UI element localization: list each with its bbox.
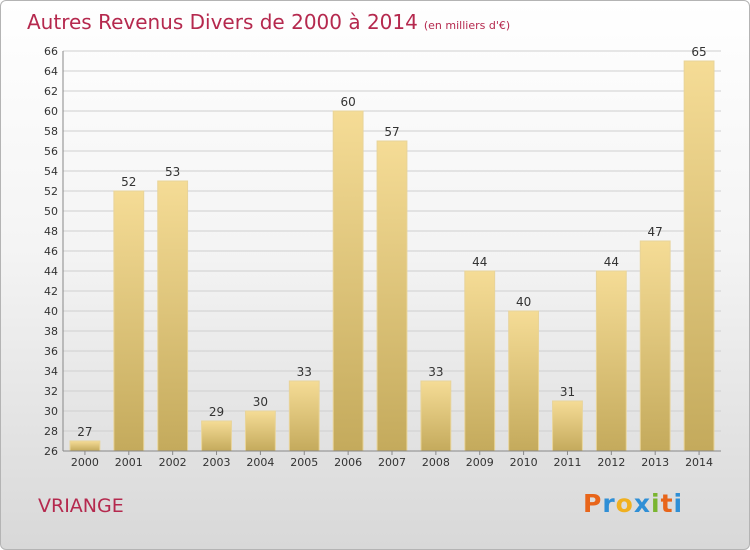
y-tick-label-44: 44 bbox=[44, 265, 58, 278]
value-label-2007: 57 bbox=[384, 125, 399, 139]
value-label-2008: 33 bbox=[428, 365, 443, 379]
x-tick-label-2013: 2013 bbox=[641, 456, 669, 469]
bar-2011 bbox=[552, 400, 583, 452]
y-tick-label-64: 64 bbox=[44, 65, 58, 78]
y-tick-label-32: 32 bbox=[44, 385, 58, 398]
y-tick-label-42: 42 bbox=[44, 285, 58, 298]
y-tick-label-62: 62 bbox=[44, 85, 58, 98]
y-tick-label-56: 56 bbox=[44, 145, 58, 158]
y-tick-label-26: 26 bbox=[44, 445, 58, 458]
y-tick-label-36: 36 bbox=[44, 345, 58, 358]
value-label-2002: 53 bbox=[165, 165, 180, 179]
x-tick-label-2014: 2014 bbox=[685, 456, 713, 469]
y-tick-label-28: 28 bbox=[44, 425, 58, 438]
x-tick-label-2002: 2002 bbox=[159, 456, 187, 469]
y-tick-labels: 26 28 30 32 34 36 38 40 42 44 46 48 50 52 54 56 58 60 62 64… bbox=[44, 45, 58, 458]
commune-name: VRIANGE bbox=[38, 495, 124, 517]
bar-2002 bbox=[157, 180, 189, 452]
x-tick-label-2007: 2007 bbox=[378, 456, 406, 469]
value-labels: 27 52 53 29 30 33 60 57 33 44 40 31 44 47 65 bbox=[77, 45, 706, 439]
x-tick-label-2011: 2011 bbox=[553, 456, 581, 469]
x-tick-label-2005: 2005 bbox=[290, 456, 318, 469]
y-tick-label-48: 48 bbox=[44, 225, 58, 238]
bar-2000 bbox=[69, 440, 101, 452]
x-tick-label-2008: 2008 bbox=[422, 456, 450, 469]
chart-title: Autres Revenus Divers de 2000 à 2014 (en … bbox=[27, 10, 510, 34]
x-tick-label-2004: 2004 bbox=[246, 456, 274, 469]
bar-2005 bbox=[288, 380, 320, 452]
value-label-2003: 29 bbox=[209, 405, 224, 419]
x-tick-label-2006: 2006 bbox=[334, 456, 362, 469]
bar-2009 bbox=[464, 270, 496, 452]
chart-subtitle: (en milliers d'€) bbox=[423, 19, 511, 32]
y-tick-label-52: 52 bbox=[44, 185, 58, 198]
bar-2003 bbox=[201, 420, 232, 452]
x-tick-labels: 2000 2001 2002 2003 2004 2005 2006 2007 2008 2009… bbox=[71, 451, 713, 469]
bar-2004 bbox=[244, 410, 276, 452]
value-label-2013: 47 bbox=[648, 225, 663, 239]
bar-2010 bbox=[508, 310, 540, 452]
value-label-2006: 60 bbox=[340, 95, 355, 109]
value-label-2001: 52 bbox=[121, 175, 136, 189]
bar-2012 bbox=[595, 270, 627, 452]
bar-2007 bbox=[376, 140, 408, 452]
y-tick-label-58: 58 bbox=[44, 125, 58, 138]
x-tick-label-2009: 2009 bbox=[466, 456, 494, 469]
bar-2014 bbox=[683, 60, 715, 452]
value-label-2004: 30 bbox=[253, 395, 268, 409]
x-tick-label-2010: 2010 bbox=[510, 456, 538, 469]
y-tick-label-34: 34 bbox=[44, 365, 58, 378]
x-tick-label-2003: 2003 bbox=[203, 456, 231, 469]
bar-2008 bbox=[420, 380, 452, 452]
x-tick-label-2000: 2000 bbox=[71, 456, 99, 469]
value-label-2010: 40 bbox=[516, 295, 531, 309]
proxiti-logo: Proxiti bbox=[583, 489, 684, 518]
y-tick-label-60: 60 bbox=[44, 105, 58, 118]
y-tick-label-38: 38 bbox=[44, 325, 58, 338]
bar-2006 bbox=[332, 110, 364, 452]
chart-title-text: Autres Revenus Divers de 2000 à 2014 bbox=[27, 10, 418, 34]
value-label-2011: 31 bbox=[560, 385, 575, 399]
bars bbox=[69, 60, 715, 452]
x-tick-label-2001: 2001 bbox=[115, 456, 143, 469]
y-tick-label-66: 66 bbox=[44, 45, 58, 58]
x-tick-label-2012: 2012 bbox=[597, 456, 625, 469]
y-tick-label-40: 40 bbox=[44, 305, 58, 318]
value-label-2012: 44 bbox=[604, 255, 619, 269]
value-label-2009: 44 bbox=[472, 255, 487, 269]
value-label-2005: 33 bbox=[297, 365, 312, 379]
y-tick-label-50: 50 bbox=[44, 205, 58, 218]
y-tick-label-54: 54 bbox=[44, 165, 58, 178]
bar-2013 bbox=[639, 240, 671, 452]
bar-2001 bbox=[113, 190, 145, 452]
value-label-2014: 65 bbox=[691, 45, 706, 59]
value-label-2000: 27 bbox=[77, 425, 92, 439]
y-tick-label-30: 30 bbox=[44, 405, 58, 418]
y-tick-label-46: 46 bbox=[44, 245, 58, 258]
